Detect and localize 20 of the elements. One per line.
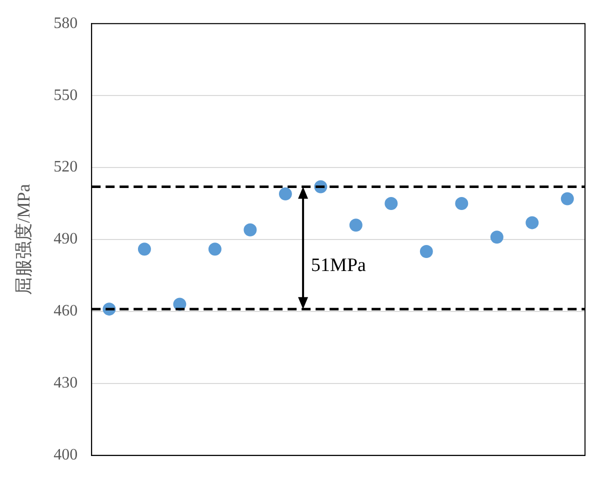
y-tick-label: 430 — [54, 374, 78, 392]
y-tick-label: 490 — [54, 230, 78, 248]
y-axis-title: 屈服强度/MPa — [14, 184, 34, 296]
y-tick-label: 580 — [54, 14, 78, 32]
point — [490, 230, 504, 244]
point — [138, 242, 151, 256]
y-tick-label: 460 — [54, 302, 78, 320]
point — [244, 223, 257, 236]
point — [560, 192, 574, 206]
y-tick-label: 400 — [54, 446, 78, 464]
annotation: 51MPa — [311, 254, 367, 276]
point — [208, 242, 222, 256]
point — [278, 187, 292, 200]
point — [349, 218, 362, 232]
point — [384, 197, 398, 210]
y-tick-label: 520 — [54, 158, 78, 176]
y-tick-label: 550 — [54, 86, 78, 104]
point — [455, 197, 468, 210]
point — [420, 244, 433, 258]
point — [526, 216, 539, 230]
